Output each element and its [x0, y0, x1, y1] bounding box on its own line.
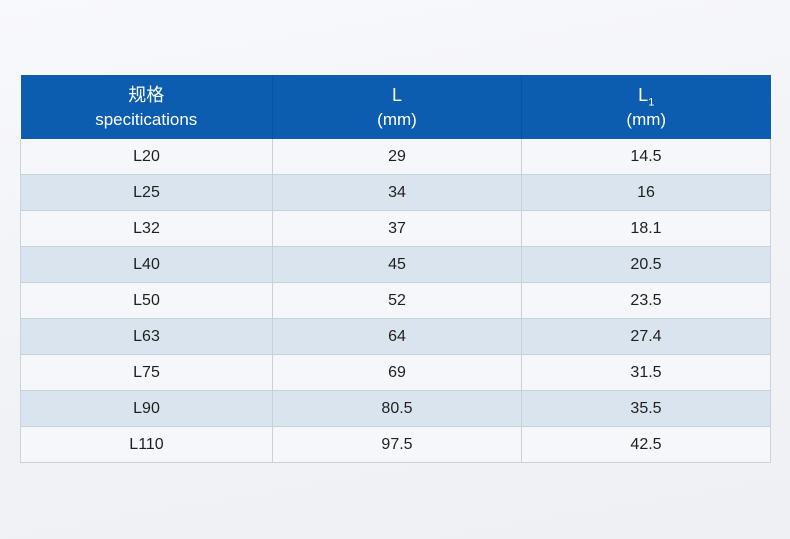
header-cell-specifications: 规格 specitications [20, 75, 273, 139]
cell-L: 52 [272, 282, 522, 319]
cell-L1: 35.5 [521, 390, 771, 427]
header-cell-L: L (mm) [272, 75, 522, 139]
table-row: L90 80.5 35.5 [20, 390, 771, 427]
cell-spec: L63 [20, 318, 273, 355]
table-row: L25 34 16 [20, 174, 771, 211]
cell-spec: L32 [20, 210, 273, 247]
table-row: L50 52 23.5 [20, 282, 771, 319]
table-row: L75 69 31.5 [20, 354, 771, 391]
spec-table-container: 规格 specitications L (mm) L1 (mm) L20 29 … [20, 75, 771, 463]
header-L-unit: (mm) [377, 109, 417, 129]
table-row: L20 29 14.5 [20, 139, 771, 175]
cell-spec: L50 [20, 282, 273, 319]
cell-L1: 14.5 [521, 139, 771, 175]
cell-spec: L40 [20, 246, 273, 283]
cell-L: 37 [272, 210, 522, 247]
header-L-text: L [391, 84, 402, 105]
cell-L: 45 [272, 246, 522, 283]
cell-spec: L110 [20, 426, 273, 463]
table-row: L32 37 18.1 [20, 210, 771, 247]
cell-spec: L75 [20, 354, 273, 391]
cell-spec: L90 [20, 390, 273, 427]
cell-L1: 16 [521, 174, 771, 211]
cell-L: 80.5 [272, 390, 522, 427]
header-specifications-zh: 规格 [128, 84, 165, 105]
cell-L: 97.5 [272, 426, 522, 463]
header-L-symbol: L [273, 82, 521, 108]
cell-L1: 42.5 [521, 426, 771, 463]
table-row: L40 45 20.5 [20, 246, 771, 283]
cell-L1: 23.5 [521, 282, 771, 319]
cell-L: 69 [272, 354, 522, 391]
cell-spec: L25 [20, 174, 273, 211]
spec-table: 规格 specitications L (mm) L1 (mm) L20 29 … [20, 75, 771, 463]
cell-L: 64 [272, 318, 522, 355]
cell-L: 29 [272, 139, 522, 175]
table-row: L110 97.5 42.5 [20, 426, 771, 463]
header-L1-text: L [638, 84, 649, 105]
header-row: 规格 specitications L (mm) L1 (mm) [20, 75, 771, 139]
cell-L1: 20.5 [521, 246, 771, 283]
cell-L1: 31.5 [521, 354, 771, 391]
cell-spec: L20 [20, 139, 273, 175]
cell-L1: 27.4 [521, 318, 771, 355]
table-row: L63 64 27.4 [20, 318, 771, 355]
cell-L1: 18.1 [521, 210, 771, 247]
header-L1-unit: (mm) [626, 109, 667, 129]
header-specifications-en: specitications [95, 109, 198, 129]
header-cell-L1: L1 (mm) [521, 75, 771, 139]
cell-L: 34 [272, 174, 522, 211]
header-L1-symbol: L1 [522, 82, 771, 108]
header-L1-subscript: 1 [648, 96, 655, 109]
